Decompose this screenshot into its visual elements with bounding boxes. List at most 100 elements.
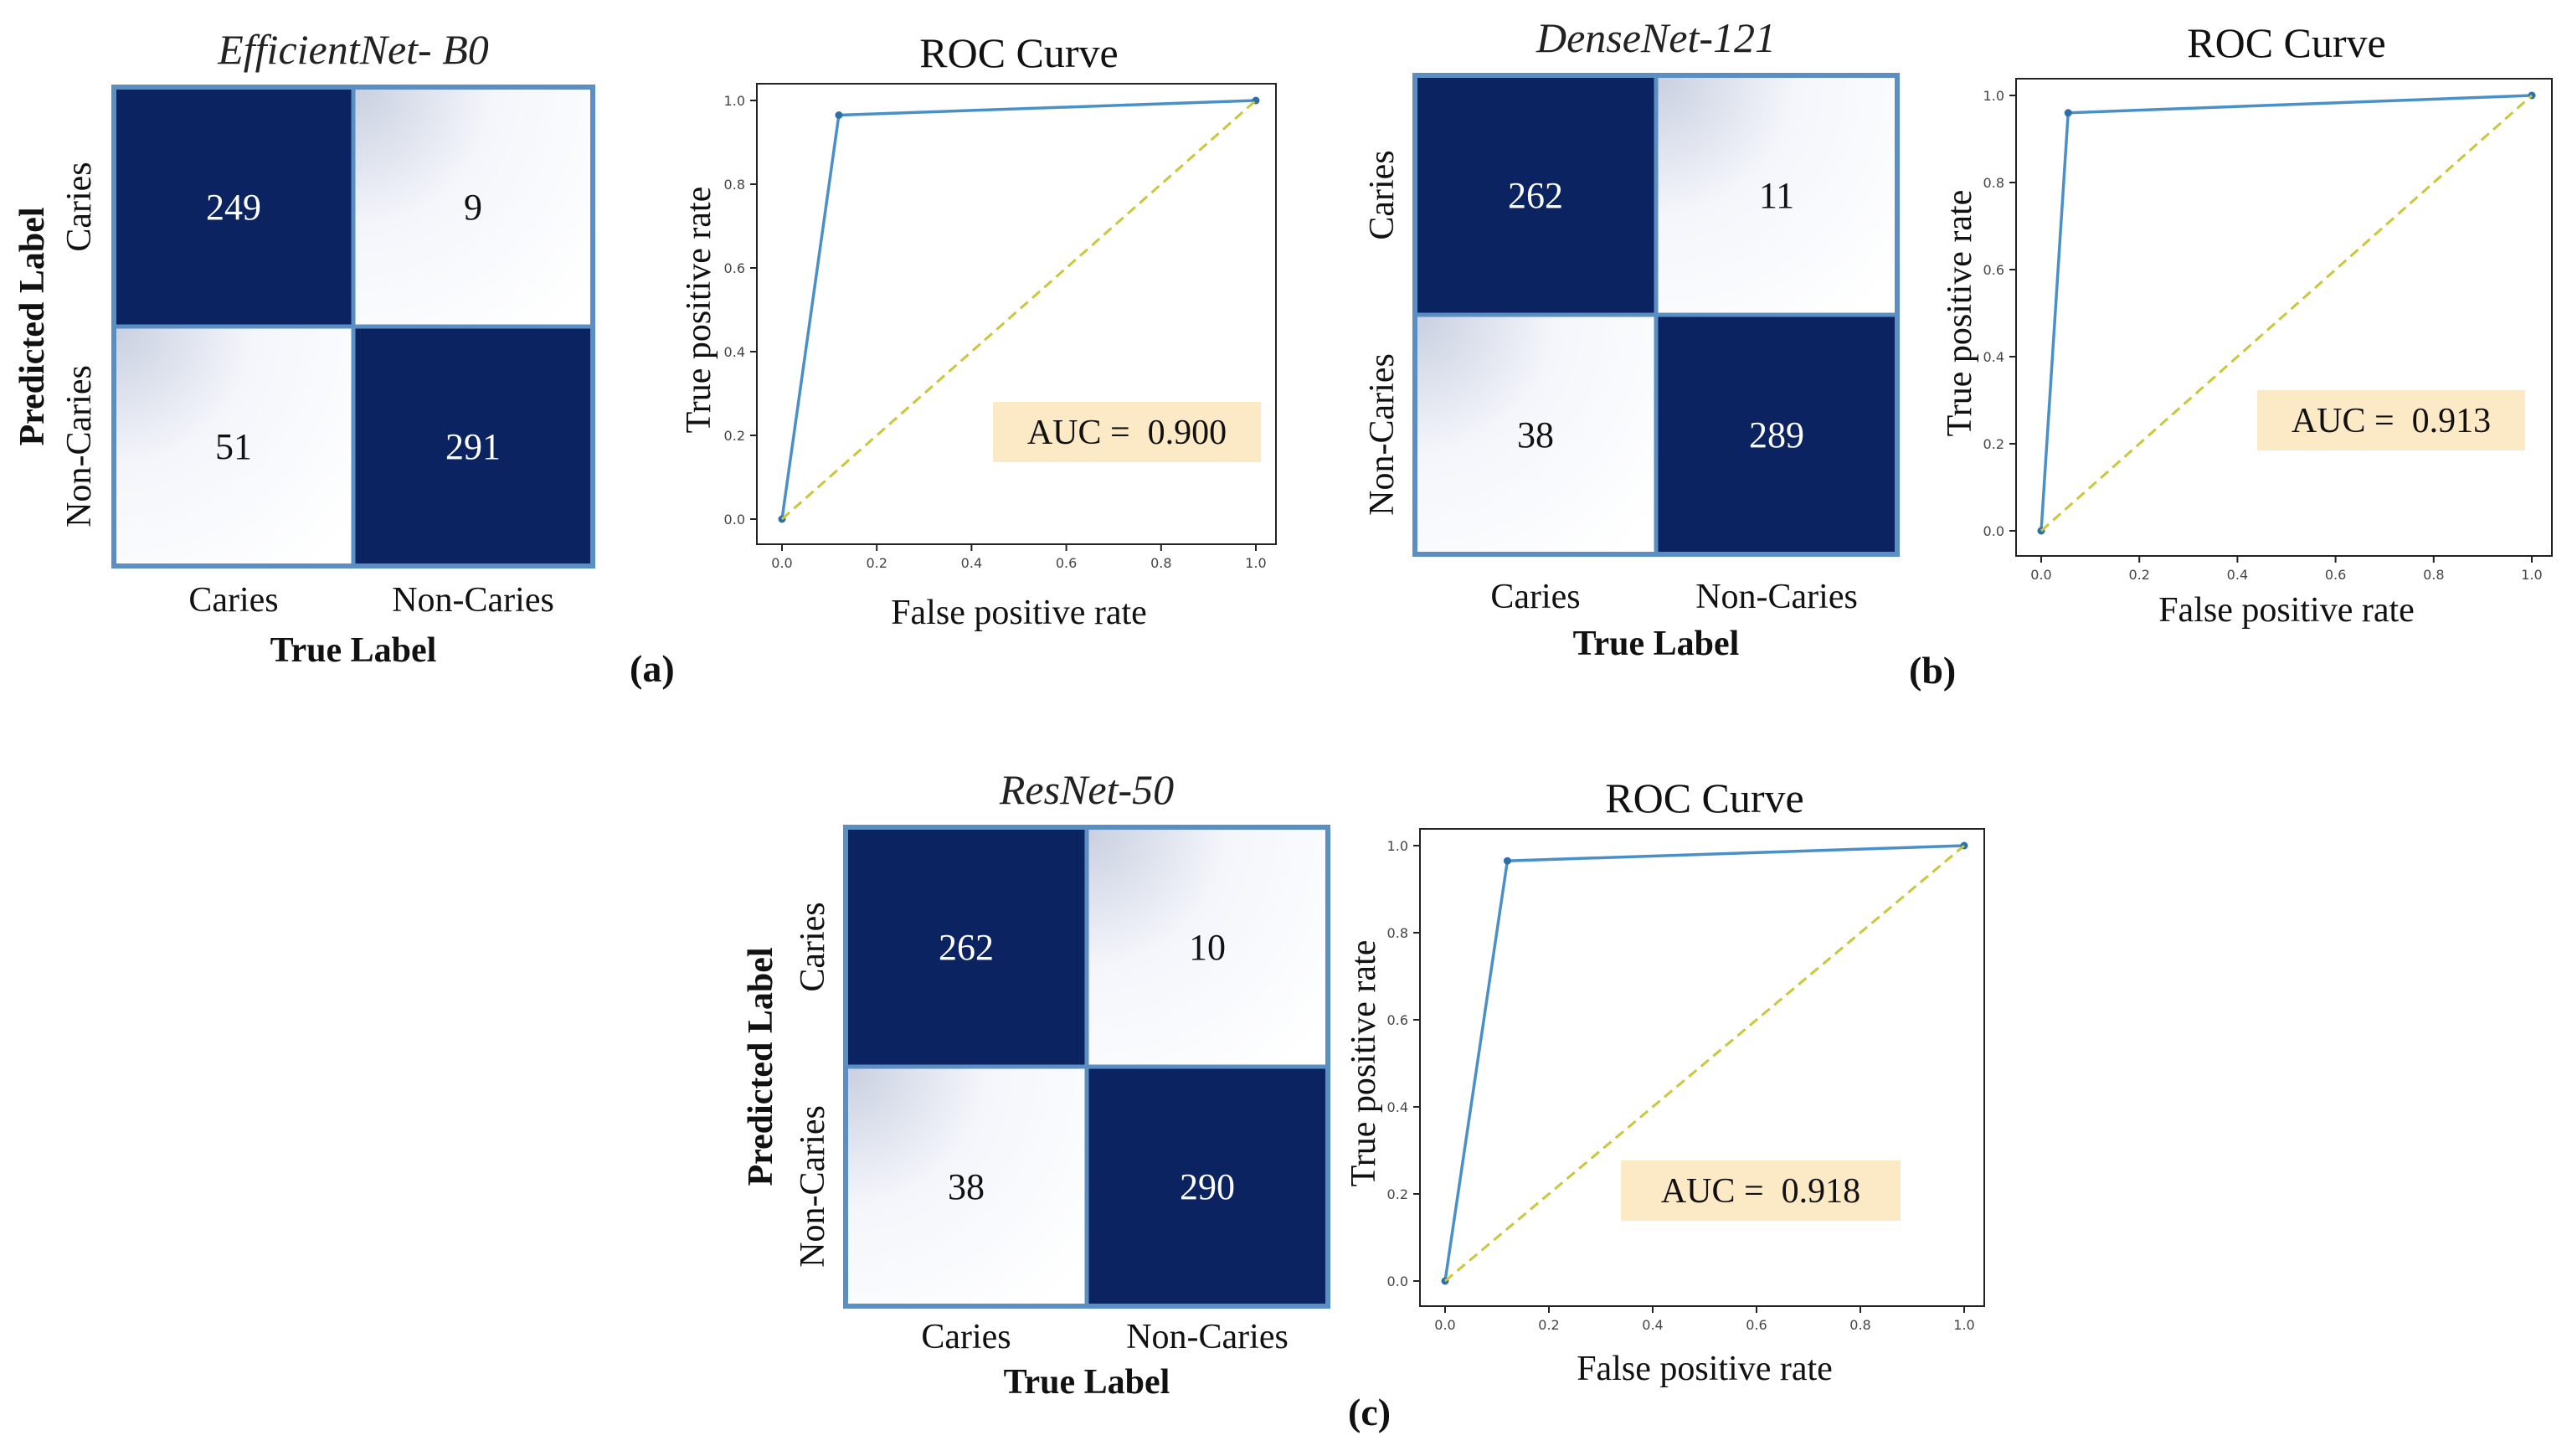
roc-x-axis-label: False positive rate — [1577, 1350, 1833, 1388]
roc-x-tick-label: 0.2 — [2128, 567, 2149, 583]
roc-group-3: ROC Curve 0.0 0.2 0.4 0.6 0.8 1.0 0.0 0.2 0.4 0.6 0… — [1941, 19, 2553, 630]
roc-x-axis-label: False positive rate — [891, 594, 1147, 632]
panel-label-a: (a) — [630, 647, 675, 690]
roc-x-tick-label: 0.6 — [2325, 567, 2346, 583]
auc-label: AUC = 0.913 — [2292, 402, 2491, 440]
auc-label: AUC = 0.918 — [1661, 1172, 1860, 1211]
cm-title: DenseNet-121 — [1535, 14, 1776, 61]
roc-y-tick-label: 1.0 — [724, 93, 745, 109]
cm-x-tick-label: Non-Caries — [392, 581, 554, 620]
roc-x-tick-label: 0.8 — [1849, 1317, 1870, 1333]
cm-y-tick-label: Non-Caries — [794, 1105, 832, 1268]
roc-y-tick-label: 0.4 — [724, 344, 745, 360]
roc-y-axis-label: True positive rate — [1345, 940, 1383, 1187]
roc-x-tick-label: 0.2 — [866, 555, 887, 571]
cm-y-tick-label: Caries — [794, 902, 832, 991]
roc-title: ROC Curve — [2187, 19, 2386, 66]
roc-x-tick-label: 1.0 — [1953, 1317, 1974, 1333]
roc-y-tick-label: 0.2 — [1983, 436, 2004, 452]
cm-y-tick-label: Caries — [1363, 150, 1402, 239]
roc-y-tick-label: 0.8 — [1983, 175, 2004, 191]
cm-cell-value: 11 — [1759, 175, 1794, 216]
cm-title: EfficientNet- B0 — [217, 26, 489, 73]
cm-x-axis-label: True Label — [1004, 1363, 1170, 1402]
cm-frame — [1412, 73, 1900, 557]
roc-group-1: ROC Curve 0.0 0.2 0.4 0.6 0.8 1.0 0.0 0.2 0.4 0.6 0… — [680, 29, 1277, 632]
cm-x-tick-label: Caries — [921, 1318, 1011, 1356]
roc-title: ROC Curve — [919, 29, 1119, 76]
cm-cell-value: 290 — [1180, 1166, 1235, 1207]
roc-group-5: ROC Curve 0.0 0.2 0.4 0.6 0.8 1.0 0.0 0.2 0.4 0.6 0… — [1345, 774, 1985, 1388]
roc-x-tick-label: 0.8 — [1150, 555, 1171, 571]
cm-cell — [1654, 73, 1900, 317]
roc-y-tick-label: 0.2 — [724, 428, 745, 444]
cm-cell — [351, 85, 595, 329]
roc-y-tick-label: 0.0 — [1387, 1273, 1408, 1289]
cm-x-tick-label: Non-Caries — [1695, 578, 1858, 616]
roc-x-tick-label: 1.0 — [1245, 555, 1266, 571]
roc-y-tick-label: 0.2 — [1387, 1186, 1408, 1202]
roc-point — [835, 111, 843, 119]
roc-x-tick-label: 0.4 — [961, 555, 982, 571]
cm-cell — [1412, 73, 1659, 317]
roc-axes-frame — [1419, 828, 1985, 1307]
cm-cell-value: 9 — [464, 187, 482, 228]
roc-x-tick-label: 0.0 — [1434, 1317, 1455, 1333]
cm-y-axis-label: Predicted Label — [742, 947, 780, 1186]
roc-y-tick-label: 0.8 — [1387, 925, 1408, 941]
cm-frame — [111, 85, 595, 569]
roc-y-tick-label: 0.6 — [724, 260, 745, 276]
roc-y-tick-label: 0.0 — [1983, 523, 2004, 539]
cm-y-axis-label: Predicted Label — [13, 207, 52, 445]
auc-label: AUC = 0.900 — [1027, 414, 1227, 452]
roc-y-tick-label: 0.0 — [724, 512, 745, 527]
confusion-matrix-group-0: EfficientNet- B0 249 9 51 291 Caries Non-Carie… — [13, 26, 595, 670]
roc-y-tick-label: 0.6 — [1983, 262, 2004, 278]
roc-x-tick-label: 0.6 — [1746, 1317, 1767, 1333]
roc-x-tick-label: 0.8 — [2423, 567, 2444, 583]
cm-cell-value: 38 — [1517, 414, 1554, 455]
roc-y-axis-label: True positive rate — [680, 187, 718, 434]
roc-x-tick-label: 0.0 — [2030, 567, 2051, 583]
confusion-matrix-group-2: DenseNet-121 262 11 38 289 Caries Non-Caries Tr… — [1363, 14, 1900, 663]
roc-chance-line — [781, 99, 1257, 521]
panel-label-b: (b) — [1909, 649, 1957, 692]
auc-box — [1621, 1160, 1901, 1221]
roc-x-tick-label: 0.0 — [771, 555, 792, 571]
roc-x-tick-label: 0.4 — [2227, 567, 2248, 583]
roc-x-tick-label: 0.2 — [1538, 1317, 1559, 1333]
cm-title: ResNet-50 — [999, 766, 1174, 813]
cm-y-tick-label: Non-Caries — [1363, 353, 1402, 516]
cm-x-tick-label: Caries — [1490, 578, 1580, 616]
cm-frame — [843, 825, 1330, 1309]
auc-box — [2257, 390, 2525, 450]
cm-cell-value: 291 — [445, 426, 501, 467]
cm-x-tick-label: Non-Caries — [1126, 1318, 1289, 1356]
cm-x-axis-label: True Label — [270, 631, 437, 670]
roc-y-tick-label: 1.0 — [1387, 838, 1408, 854]
cm-cell-value: 262 — [1508, 175, 1563, 216]
cm-cell — [111, 85, 356, 329]
roc-x-tick-label: 0.4 — [1642, 1317, 1663, 1333]
roc-y-tick-label: 0.4 — [1983, 349, 2004, 365]
cm-y-tick-label: Caries — [60, 162, 99, 251]
cm-cell — [843, 1064, 1089, 1309]
roc-x-tick-label: 0.6 — [1056, 555, 1077, 571]
roc-y-axis-label: True positive rate — [1941, 190, 1979, 437]
roc-y-tick-label: 0.4 — [1387, 1099, 1408, 1115]
roc-x-tick-label: 1.0 — [2521, 567, 2542, 583]
roc-chance-line — [2040, 94, 2533, 532]
cm-x-axis-label: True Label — [1573, 625, 1740, 663]
cm-cell — [111, 324, 356, 569]
roc-axes-frame — [756, 83, 1277, 545]
roc-y-tick-label: 0.8 — [724, 177, 745, 193]
roc-axes-frame — [2015, 78, 2553, 557]
cm-cell-value: 289 — [1749, 414, 1804, 455]
cm-cell — [1084, 1064, 1330, 1309]
cm-y-tick-label: Non-Caries — [60, 365, 99, 527]
cm-cell-value: 262 — [939, 927, 994, 968]
confusion-matrix-group-4: ResNet-50 262 10 38 290 Caries Non-Caries True … — [742, 766, 1330, 1402]
panel-label-c: (c) — [1348, 1391, 1391, 1433]
roc-x-axis-label: False positive rate — [2158, 591, 2415, 630]
